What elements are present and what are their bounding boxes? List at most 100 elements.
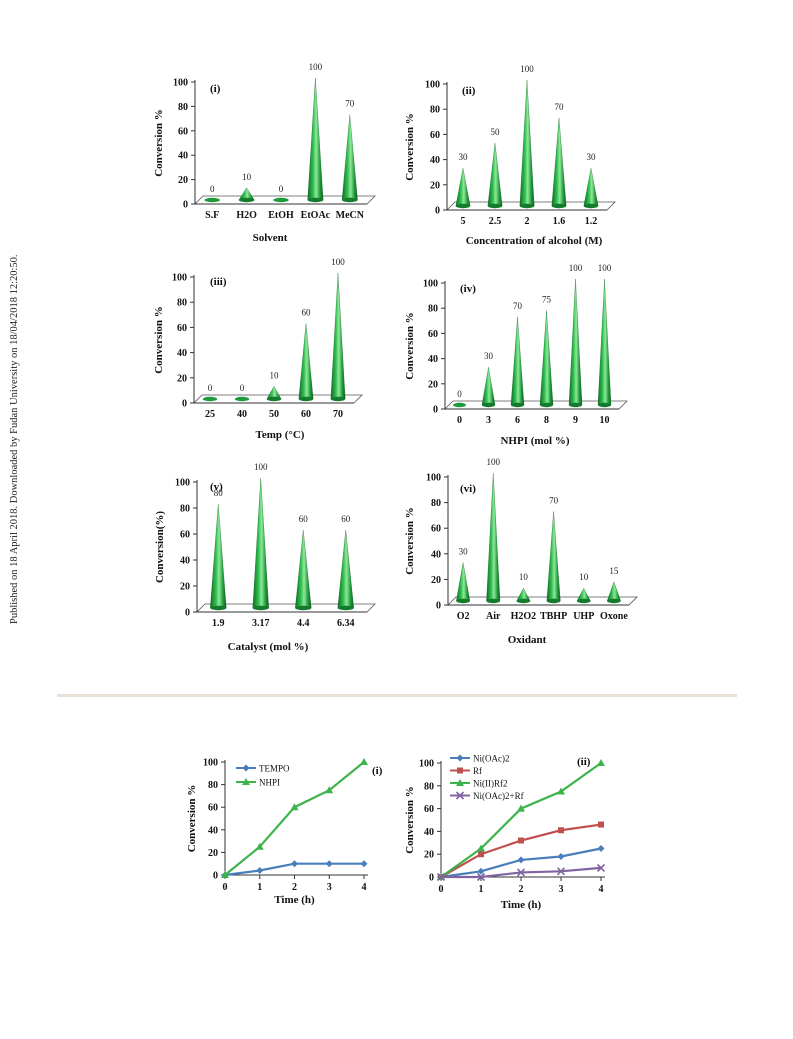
data-point	[518, 837, 524, 844]
data-point	[256, 866, 264, 874]
legend-label: NHPI	[259, 778, 280, 788]
cone-flat	[202, 396, 218, 402]
data-point	[455, 791, 465, 800]
y-tick-label: 40	[428, 354, 438, 365]
line-chart-1: 0 20 40 60 80 100 0 1 2 3 4 Conversion % Time (h) (i)…	[186, 758, 383, 907]
x-tick-label: 9	[573, 415, 578, 426]
cone-base	[295, 605, 312, 611]
data-point	[598, 821, 604, 828]
cone-bar	[298, 323, 314, 400]
x-axis-title: Solvent	[253, 232, 288, 244]
x-tick-label: 1.2	[585, 216, 598, 227]
data-label: 0	[279, 184, 284, 194]
data-label: 60	[341, 514, 351, 524]
x-tick-label: 4.4	[297, 618, 310, 629]
y-tick-label: 40	[430, 155, 440, 166]
data-point	[476, 872, 486, 882]
cone-base	[519, 203, 535, 209]
panel-label: (iii)	[210, 276, 227, 288]
y-tick-label: 40	[424, 827, 434, 838]
cone-bar	[330, 272, 346, 400]
cone-bar	[510, 316, 525, 406]
x-tick-label: 70	[333, 409, 343, 420]
x-tick-label: 5	[461, 216, 466, 227]
x-tick-label: 1	[479, 884, 484, 895]
data-point	[477, 844, 485, 852]
data-label: 75	[542, 295, 552, 305]
y-tick-label: 80	[177, 298, 187, 309]
data-point	[557, 787, 565, 795]
y-tick-label: 60	[178, 126, 188, 137]
data-point	[556, 867, 566, 876]
x-tick-label: 50	[269, 409, 279, 420]
x-axis-title: NHPI (mol %)	[500, 435, 569, 447]
cone-bar	[455, 168, 471, 207]
cone-bar	[456, 562, 471, 602]
y-tick-label: 60	[430, 130, 440, 141]
cone-bar	[210, 503, 227, 609]
cone-bar	[568, 278, 583, 406]
x-tick-label: S.F	[205, 210, 219, 221]
cone-chart-6: 0 20 40 60 80 100 Conversion % (vi) Oxidant 30 O2 1…	[404, 457, 638, 646]
x-axis-title: Time (h)	[501, 899, 542, 911]
y-tick-label: 0	[182, 399, 187, 410]
y-tick-label: 100	[175, 478, 190, 489]
x-tick-label: Oxone	[600, 611, 628, 622]
data-point	[360, 758, 368, 765]
cone-bar	[583, 168, 599, 207]
cone-base	[307, 197, 324, 203]
legend-label: Rf	[473, 766, 482, 776]
x-tick-label: 3	[327, 882, 332, 893]
y-tick-label: 100	[419, 759, 434, 770]
cone-base	[481, 402, 496, 408]
cone-base	[342, 197, 358, 203]
y-tick-label: 20	[430, 180, 440, 191]
cone-base	[597, 402, 612, 408]
cone-base	[456, 598, 470, 604]
y-tick-label: 0	[435, 206, 440, 217]
data-point	[597, 845, 605, 852]
y-tick-label: 20	[424, 850, 434, 861]
y-tick-label: 60	[424, 804, 434, 815]
cone-bar	[606, 581, 621, 602]
cone-flat	[273, 197, 289, 203]
y-axis-title: Conversion %	[186, 785, 198, 853]
data-point	[456, 779, 464, 786]
cone-base	[510, 402, 525, 408]
x-tick-label: 2	[292, 882, 297, 893]
cone-bar	[337, 529, 354, 609]
data-point	[325, 786, 334, 794]
cone-bar	[597, 278, 612, 406]
y-tick-label: 40	[208, 825, 218, 836]
data-point	[255, 842, 264, 850]
y-tick-label: 100	[173, 78, 188, 89]
data-point	[242, 778, 250, 785]
y-tick-label: 100	[203, 758, 218, 769]
cone-base	[486, 598, 501, 604]
y-tick-label: 20	[178, 175, 188, 186]
cone-base	[455, 203, 471, 209]
data-point	[517, 856, 525, 864]
data-label: 0	[240, 383, 245, 393]
data-point	[456, 754, 464, 762]
y-axis-title: Conversion %	[404, 113, 416, 181]
x-tick-label: EtOAc	[301, 210, 331, 221]
y-tick-label: 40	[178, 151, 188, 162]
cone-flat	[234, 396, 250, 402]
y-tick-label: 80	[428, 304, 438, 315]
y-tick-label: 20	[428, 379, 438, 390]
data-label: 70	[555, 102, 565, 112]
y-tick-label: 60	[208, 803, 218, 814]
cone-flat	[452, 402, 467, 408]
cone-bar	[519, 79, 535, 207]
x-tick-label: 6.34	[337, 618, 355, 629]
x-axis-title: Catalyst (mol %)	[228, 641, 309, 653]
y-tick-label: 60	[431, 524, 441, 535]
data-label: 80	[214, 488, 224, 498]
y-tick-label: 40	[180, 556, 190, 567]
panel-label: (ii)	[462, 85, 476, 97]
legend-label: Ni(II)Rf2	[473, 779, 508, 789]
y-tick-label: 40	[431, 549, 441, 560]
x-tick-label: 6	[515, 415, 520, 426]
